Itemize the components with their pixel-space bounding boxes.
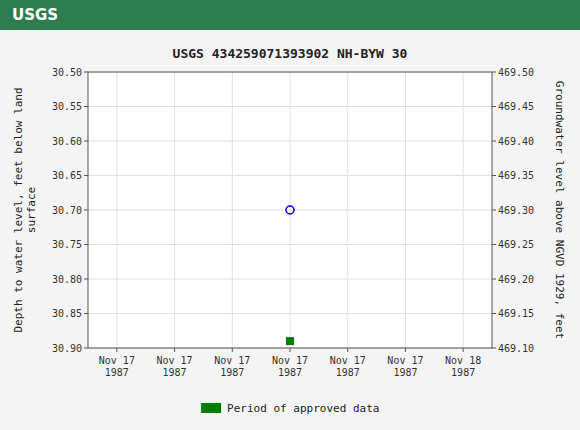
- tick-label: 30.85: [52, 308, 82, 319]
- tick-label: 30.50: [52, 67, 82, 78]
- tick-label: Nov 171987: [330, 355, 366, 378]
- tick-label: 30.60: [52, 136, 82, 147]
- tick-label: 469.25: [498, 239, 534, 250]
- title: USGS 434259071393902 NH-BYW 30: [173, 46, 408, 61]
- tick-label: Nov 171987: [157, 355, 193, 378]
- tick-label: 469.40: [498, 136, 534, 147]
- grid-line: [463, 72, 464, 348]
- marks: [286, 206, 294, 345]
- legend-label: Period of approved data: [227, 402, 379, 415]
- grid-line: [290, 72, 291, 348]
- tick-label: 469.15: [498, 308, 534, 319]
- grid-line: [116, 72, 117, 348]
- grid-line: [347, 72, 348, 348]
- tick-mark: [347, 348, 348, 352]
- tick-label: Nov 171987: [387, 355, 423, 378]
- tick-label: 469.35: [498, 170, 534, 181]
- header-bar: [0, 0, 580, 30]
- tick-label: 469.30: [498, 205, 534, 216]
- tick-label: Nov 171987: [214, 355, 250, 378]
- tick-mark: [492, 210, 496, 211]
- data-point: [286, 206, 294, 214]
- tick-mark: [492, 313, 496, 314]
- tick-label: 469.20: [498, 274, 534, 285]
- grid-line: [232, 72, 233, 348]
- tick-mark: [492, 244, 496, 245]
- legend-swatch: [201, 403, 221, 413]
- grid-line: [174, 72, 175, 348]
- tick-label: 30.55: [52, 101, 82, 112]
- tick-label: 30.80: [52, 274, 82, 285]
- tick-mark: [116, 348, 117, 352]
- y-axis-label: Depth to water level, feet below landsur…: [12, 87, 38, 332]
- tick-mark: [405, 348, 406, 352]
- tick-mark: [84, 313, 88, 314]
- tick-mark: [492, 348, 496, 349]
- chart: USGS USGS 434259071393902 NH-BYW 30 30.50 3…: [0, 0, 580, 430]
- header-text: USGS: [12, 6, 58, 24]
- y2-axis-label: Groundwater level above NGVD 1929, feet: [553, 81, 566, 339]
- tick-label: 30.90: [52, 343, 82, 354]
- tick-label: 30.75: [52, 239, 82, 250]
- tick-label: 469.50: [498, 67, 534, 78]
- tick-mark: [84, 210, 88, 211]
- tick-label: Nov 171987: [99, 355, 135, 378]
- tick-mark: [84, 72, 88, 73]
- tick-mark: [492, 106, 496, 107]
- tick-mark: [232, 348, 233, 352]
- data-point: [286, 337, 294, 345]
- tick-label: Nov 171987: [272, 355, 308, 378]
- tick-mark: [84, 175, 88, 176]
- tick-label: 30.70: [52, 205, 82, 216]
- tick-mark: [492, 141, 496, 142]
- tick-mark: [84, 141, 88, 142]
- tick-mark: [84, 348, 88, 349]
- tick-label: 30.65: [52, 170, 82, 181]
- tick-mark: [492, 175, 496, 176]
- tick-mark: [290, 348, 291, 352]
- plot-area: [88, 72, 492, 348]
- tick-mark: [174, 348, 175, 352]
- tick-mark: [492, 72, 496, 73]
- tick-label: Nov 181987: [445, 355, 481, 378]
- grid-line: [405, 72, 406, 348]
- plot-frame: [88, 72, 492, 348]
- tick-mark: [492, 279, 496, 280]
- tick-mark: [84, 106, 88, 107]
- tick-mark: [84, 279, 88, 280]
- tick-label: 469.45: [498, 101, 534, 112]
- tick-label: 469.10: [498, 343, 534, 354]
- tick-mark: [463, 348, 464, 352]
- tick-mark: [84, 244, 88, 245]
